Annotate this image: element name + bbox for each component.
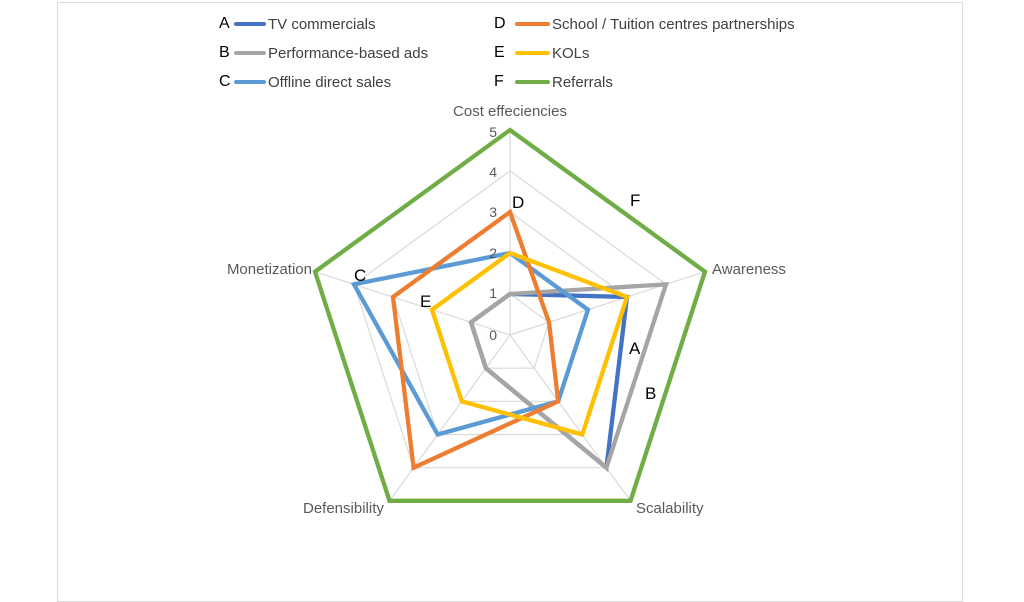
legend-item-school-partnerships: D School / Tuition centres partnerships: [494, 15, 795, 33]
series-E-polygon: [429, 250, 630, 438]
axis-label-defensibility: Defensibility: [303, 500, 384, 517]
legend-item-referrals: F Referrals: [494, 73, 613, 91]
axis-spoke-3: [389, 334, 511, 502]
series-letter-c: C: [354, 266, 367, 285]
legend-key-f: F: [494, 73, 504, 90]
series-letter-f: F: [630, 191, 641, 210]
legend-swatch-b: [234, 51, 266, 55]
tick-label-1: 1: [489, 285, 497, 301]
legend-key-e: E: [494, 44, 505, 61]
series-letter-b: B: [645, 384, 657, 403]
legend-label-d: School / Tuition centres partnerships: [552, 15, 795, 33]
legend-key-b: B: [219, 44, 230, 61]
legend-swatch-a: [234, 22, 266, 26]
radar-chart: [312, 127, 708, 503]
series-letter-a: A: [629, 339, 641, 358]
legend-item-offline-direct-sales: C Offline direct sales: [219, 73, 392, 91]
legend-item-tv-commercials: A TV commercials: [219, 15, 376, 33]
legend-label-f: Referrals: [552, 73, 613, 91]
legend-swatch-e: [515, 51, 550, 55]
legend-key-c: C: [219, 73, 231, 90]
tick-label-0: 0: [489, 327, 497, 343]
series-C-polygon: [350, 250, 591, 438]
series-D-polygon: [390, 208, 561, 471]
series-letter-e: E: [420, 292, 432, 311]
legend-item-performance-based-ads: B Performance-based ads: [219, 44, 429, 62]
legend-label-a: TV commercials: [268, 15, 376, 33]
legend-key-d: D: [494, 15, 506, 32]
tick-label-5: 5: [489, 124, 497, 140]
legend-key-a: A: [219, 15, 230, 32]
axis-spoke-1: [509, 271, 706, 336]
legend-swatch-c: [234, 80, 266, 84]
axis-spoke-2: [509, 334, 631, 502]
axis-label-monetization: Monetization: [226, 261, 312, 278]
series-B-polygon: [468, 281, 670, 472]
legend-label-b: Performance-based ads: [268, 44, 429, 62]
tick-label-2: 2: [489, 245, 497, 261]
series-letter-d: D: [512, 193, 525, 212]
axis-spoke-4: [314, 271, 511, 336]
tick-label-3: 3: [489, 204, 497, 220]
grid-ring-4: [353, 170, 667, 469]
legend-label-c: Offline direct sales: [268, 73, 392, 91]
legend-item-kols: E KOLs: [494, 44, 590, 62]
axis-label-cost-effeciencies: Cost effeciencies: [453, 103, 567, 120]
tick-label-4: 4: [489, 164, 497, 180]
legend-swatch-f: [515, 80, 550, 84]
legend-swatch-d: [515, 22, 550, 26]
legend-label-e: KOLs: [552, 44, 590, 62]
series-F-polygon: [312, 127, 708, 503]
axis-label-scalability: Scalability: [636, 500, 704, 517]
axis-label-awareness: Awareness: [712, 261, 786, 278]
